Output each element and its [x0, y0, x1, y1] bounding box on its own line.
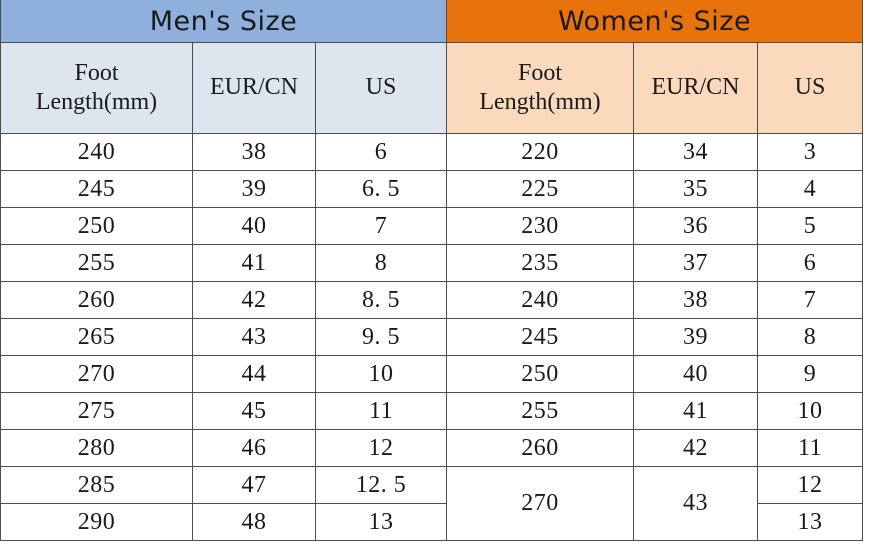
mens-us-cell: 9. 5 [314, 318, 448, 356]
womens-us-cell: 8 [757, 318, 864, 356]
mens-foot-length-header-line1: Foot [74, 59, 119, 86]
womens-us-cell: 5 [757, 207, 864, 245]
womens-foot-length-cell: 235 [446, 244, 635, 282]
womens-foot-length-cell: 225 [446, 170, 635, 208]
mens-foot-length-header: Foot Length(mm) [0, 42, 193, 134]
table-row: 285 47 12. 5 270 43 12 [0, 466, 864, 541]
mens-us-cell: 13 [314, 503, 448, 541]
womens-eur-cn-cell: 42 [633, 429, 759, 467]
mens-eur-cn-cell: 44 [192, 355, 316, 393]
womens-eur-cn-cell-merged: 43 [633, 466, 759, 541]
mens-eur-cn-header: EUR/CN [192, 42, 316, 134]
womens-eur-cn-cell: 35 [633, 170, 759, 208]
womens-eur-cn-cell: 40 [633, 355, 759, 393]
table-body: 240 38 6 220 34 3 245 39 6. 5 225 35 4 2… [0, 133, 864, 541]
mens-foot-length-cell: 260 [0, 281, 193, 319]
womens-foot-length-header: Foot Length(mm) [446, 42, 635, 134]
womens-us-cell: 10 [757, 392, 864, 430]
womens-foot-length-header-line2: Length(mm) [479, 89, 601, 115]
mens-us-cell: 12 [314, 429, 448, 467]
mens-us-cell: 6 [314, 133, 448, 171]
mens-eur-cn-cell: 40 [192, 207, 316, 245]
mens-us-cell: 6. 5 [314, 170, 448, 208]
mens-us-header: US [314, 42, 448, 134]
mens-eur-cn-cell: 41 [192, 244, 316, 282]
womens-foot-length-cell: 230 [446, 207, 635, 245]
mens-eur-cn-cell: 43 [192, 318, 316, 356]
womens-us-cell: 11 [757, 429, 864, 467]
table-row: 255 41 8 235 37 6 [0, 244, 864, 282]
womens-us-header: US [757, 42, 864, 134]
table-row: 265 43 9. 5 245 39 8 [0, 318, 864, 356]
mens-foot-length-cell: 245 [0, 170, 193, 208]
womens-us-cell: 4 [757, 170, 864, 208]
mens-foot-length-cell: 285 [0, 466, 193, 504]
table-row: 240 38 6 220 34 3 [0, 133, 864, 171]
mens-eur-cn-cell: 38 [192, 133, 316, 171]
womens-us-cell: 7 [757, 281, 864, 319]
womens-eur-cn-cell: 39 [633, 318, 759, 356]
womens-eur-cn-cell: 41 [633, 392, 759, 430]
table-row: 260 42 8. 5 240 38 7 [0, 281, 864, 319]
section-title-row: Men's Size Women's Size [0, 0, 864, 43]
mens-eur-cn-cell: 42 [192, 281, 316, 319]
mens-foot-length-cell: 280 [0, 429, 193, 467]
womens-eur-cn-cell: 37 [633, 244, 759, 282]
womens-foot-length-header-line1: Foot [518, 59, 563, 86]
womens-foot-length-cell: 245 [446, 318, 635, 356]
mens-foot-length-cell: 275 [0, 392, 193, 430]
mens-foot-length-header-line2: Length(mm) [35, 89, 158, 115]
womens-eur-cn-cell: 34 [633, 133, 759, 171]
womens-foot-length-cell-merged: 270 [446, 466, 635, 541]
mens-us-cell: 8. 5 [314, 281, 448, 319]
womens-us-cell: 12 [757, 466, 864, 504]
table-row: 275 45 11 255 41 10 [0, 392, 864, 430]
table-row: 290 48 13 13 [0, 503, 864, 541]
shoe-size-table: Men's Size Women's Size Foot Length(mm) … [0, 0, 864, 541]
womens-eur-cn-header: EUR/CN [633, 42, 759, 134]
womens-us-cell: 9 [757, 355, 864, 393]
mens-us-cell: 11 [314, 392, 448, 430]
mens-eur-cn-cell: 39 [192, 170, 316, 208]
mens-foot-length-cell: 265 [0, 318, 193, 356]
womens-eur-cn-cell: 36 [633, 207, 759, 245]
mens-eur-cn-cell: 48 [192, 503, 316, 541]
womens-foot-length-cell: 250 [446, 355, 635, 393]
womens-foot-length-cell: 220 [446, 133, 635, 171]
womens-foot-length-cell: 260 [446, 429, 635, 467]
table-head: Men's Size Women's Size Foot Length(mm) … [0, 0, 864, 134]
table-row: 245 39 6. 5 225 35 4 [0, 170, 864, 208]
womens-eur-cn-cell: 38 [633, 281, 759, 319]
mens-size-title: Men's Size [0, 0, 448, 43]
womens-foot-length-cell: 255 [446, 392, 635, 430]
mens-foot-length-cell: 250 [0, 207, 193, 245]
mens-foot-length-cell: 240 [0, 133, 193, 171]
mens-us-cell: 7 [314, 207, 448, 245]
mens-foot-length-cell: 270 [0, 355, 193, 393]
womens-foot-length-cell: 240 [446, 281, 635, 319]
mens-foot-length-cell: 290 [0, 503, 193, 541]
table-row: 270 44 10 250 40 9 [0, 355, 864, 393]
mens-us-cell: 12. 5 [314, 466, 448, 504]
mens-eur-cn-cell: 45 [192, 392, 316, 430]
mens-foot-length-cell: 255 [0, 244, 193, 282]
table-row: 280 46 12 260 42 11 [0, 429, 864, 467]
womens-us-cell: 6 [757, 244, 864, 282]
column-header-row: Foot Length(mm) EUR/CN US Foot Length(mm… [0, 42, 864, 134]
womens-size-title: Women's Size [446, 0, 864, 43]
mens-eur-cn-cell: 46 [192, 429, 316, 467]
mens-eur-cn-cell: 47 [192, 466, 316, 504]
womens-us-cell: 13 [757, 503, 864, 541]
mens-us-cell: 8 [314, 244, 448, 282]
womens-us-cell: 3 [757, 133, 864, 171]
mens-us-cell: 10 [314, 355, 448, 393]
table-row: 250 40 7 230 36 5 [0, 207, 864, 245]
